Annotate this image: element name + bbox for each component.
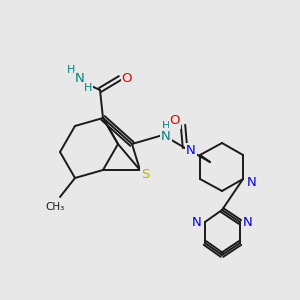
Text: H: H [67,65,75,75]
Text: H: H [84,83,92,93]
Text: N: N [186,145,196,158]
Text: N: N [192,215,202,229]
Text: N: N [75,73,85,85]
Text: H: H [162,121,170,131]
Text: S: S [141,169,149,182]
Text: N: N [161,130,171,142]
Text: O: O [170,115,180,128]
Text: N: N [247,176,257,190]
Text: O: O [122,71,132,85]
Text: CH₃: CH₃ [45,202,64,212]
Text: N: N [243,215,253,229]
